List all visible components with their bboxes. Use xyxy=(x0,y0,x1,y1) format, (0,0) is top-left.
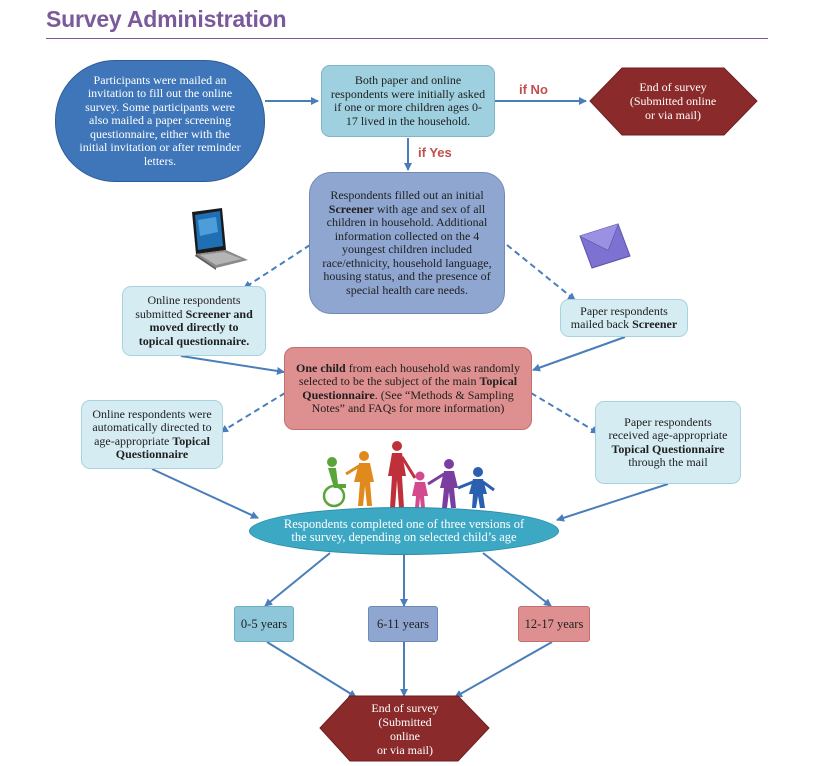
if-no-label: if No xyxy=(519,82,548,97)
paper-received-post: through the mail xyxy=(628,455,708,469)
online-screener-pre: Online respondents submitted xyxy=(135,293,241,321)
invitation-node: Participants were mailed an invitation t… xyxy=(55,60,265,182)
online-screener-node: Online respondents submitted Screener an… xyxy=(122,286,266,356)
arrow-dashed-to-online-directed xyxy=(220,392,286,433)
one-child-post: . (See “Methods & Sampling Notes” and FA… xyxy=(311,387,514,415)
end-survey-bottom-text: End of survey (Submitted online or via m… xyxy=(332,698,478,760)
online-directed-pre: Online respondents were automatically di… xyxy=(92,406,212,448)
arrow-online-directed-to-completed xyxy=(151,468,259,519)
end-bottom-line1: End of survey xyxy=(371,701,439,715)
one-child-node: One child from each household was random… xyxy=(284,347,532,430)
paper-screener-pre: Paper respondents mailed back xyxy=(570,303,668,331)
people-group-icon xyxy=(322,441,495,508)
age-6-11-node: 6-11 years xyxy=(368,606,438,642)
envelope-icon xyxy=(579,223,631,269)
arrow-dashed-to-online xyxy=(243,244,311,289)
age-12-17-node: 12-17 years xyxy=(518,606,590,642)
online-screener-bold: Screener and moved directly to topical q… xyxy=(138,306,253,348)
end-survey-top-hexagon xyxy=(589,67,758,136)
if-yes-label: if Yes xyxy=(418,145,452,160)
end-bottom-line4: or via mail) xyxy=(377,743,433,757)
end-bottom-line3: online xyxy=(390,729,420,743)
paper-received-node: Paper respondents received age-appropria… xyxy=(595,401,741,484)
screener-post: with age and sex of all children in hous… xyxy=(322,201,492,297)
screener-pre: Respondents filled out an initial xyxy=(330,188,484,202)
arrow-dashed-to-paper xyxy=(506,244,576,301)
arrow-12-17-to-end xyxy=(454,641,553,698)
online-directed-bold: Topical Questionnaire xyxy=(115,433,210,461)
page-title: Survey Administration xyxy=(46,6,287,32)
children-question-node: Both paper and online respondents were i… xyxy=(321,65,495,137)
laptop-icon xyxy=(192,208,248,270)
arrow-completed-to-0-5 xyxy=(264,552,331,607)
screener-node: Respondents filled out an initial Screen… xyxy=(309,172,505,314)
paper-screener-node: Paper respondents mailed back Screener xyxy=(560,299,688,337)
arrow-completed-to-12-17 xyxy=(482,552,552,607)
arrow-paper-to-onechild xyxy=(532,336,626,372)
one-child-bold2: Topical Questionnaire xyxy=(302,374,518,402)
end-top-line3: or via mail) xyxy=(645,108,701,122)
paper-received-pre: Paper respondents received age-appropria… xyxy=(608,414,728,442)
arrow-0-5-to-end xyxy=(266,641,357,698)
end-survey-bottom-hexagon xyxy=(319,695,490,762)
end-top-line2: (Submitted online xyxy=(629,94,717,108)
screener-bold: Screener xyxy=(328,201,374,216)
online-directed-node: Online respondents were automatically di… xyxy=(81,400,223,469)
paper-screener-bold: Screener xyxy=(632,317,678,331)
one-child-mid: from each household was randomly selecte… xyxy=(298,360,520,388)
end-survey-top-text: End of survey (Submitted online or via m… xyxy=(600,70,746,132)
title-divider xyxy=(46,38,768,39)
one-child-bold1: One child xyxy=(296,360,346,375)
end-bottom-line2: (Submitted xyxy=(378,715,432,729)
paper-received-bold: Topical Questionnaire xyxy=(611,441,725,456)
age-0-5-node: 0-5 years xyxy=(234,606,294,642)
arrow-online-to-onechild xyxy=(180,355,285,375)
arrow-dashed-to-paper-received xyxy=(530,392,599,434)
end-top-line1: End of survey xyxy=(639,80,707,94)
completed-survey-node: Respondents completed one of three versi… xyxy=(249,507,559,555)
arrow-paper-received-to-completed xyxy=(556,483,669,522)
